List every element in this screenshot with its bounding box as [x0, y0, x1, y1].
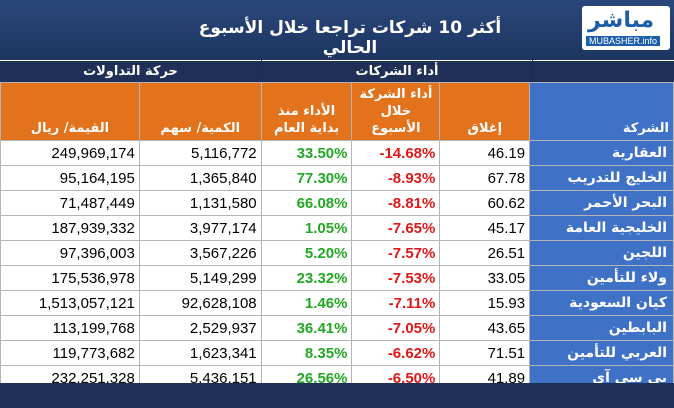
logo-english-text: MUBASHER.info [586, 36, 661, 46]
close-cell: 46.19 [439, 140, 531, 166]
value-cell: 175,536,978 [0, 265, 140, 291]
company-name-cell: اللجين [529, 240, 674, 266]
table-row: 71,487,449 1,131,580 66.08% -8.81% 60.62 البح… [0, 190, 674, 216]
week-change-cell: -7.11% [351, 290, 441, 316]
table-row: 249,969,174 5,116,772 33.50% -14.68% 46.19 ال… [0, 140, 674, 166]
quantity-cell: 5,116,772 [138, 140, 262, 166]
close-cell: 60.62 [439, 190, 531, 216]
ytd-cell: 1.46% [260, 290, 353, 316]
quantity-cell: 5,149,299 [138, 265, 262, 291]
table-row: 97,396,003 3,567,226 5.20% -7.57% 26.51 اللجي… [0, 240, 674, 266]
ytd-cell: 5.20% [260, 240, 353, 266]
group-header-blank [533, 60, 674, 83]
company-name-cell: العقارية [529, 140, 674, 166]
col-header-value: القيمة/ ريال [0, 82, 140, 141]
col-header-company: الشركة [529, 82, 674, 141]
company-name-cell: الخليجية العامة [529, 215, 674, 241]
value-cell: 95,164,195 [0, 165, 140, 191]
close-cell: 26.51 [439, 240, 531, 266]
table-row: 175,536,978 5,149,299 23.32% -7.53% 33.05 ولا… [0, 265, 674, 291]
logo-arabic-text: مباشر [588, 8, 655, 33]
company-name-cell: كيان السعودية [529, 290, 674, 316]
close-cell: 45.17 [439, 215, 531, 241]
mubasher-logo: مباشر MUBASHER.info [582, 6, 670, 50]
value-cell: 187,939,332 [0, 215, 140, 241]
table-row: 119,773,682 1,623,341 8.35% -6.62% 71.51 العر… [0, 340, 674, 366]
close-cell: 33.05 [439, 265, 531, 291]
company-name-cell: البحر الأحمر [529, 190, 674, 216]
col-header-quantity: الكمية/ سهم [138, 82, 262, 141]
col-header-close: إغلاق [439, 82, 531, 141]
week-change-cell: -8.81% [351, 190, 441, 216]
ytd-cell: 66.08% [260, 190, 353, 216]
col-header-ytd: الأداء منذ بداية العام [260, 82, 353, 141]
quantity-cell: 3,567,226 [138, 240, 262, 266]
company-name-cell: البابطين [529, 315, 674, 341]
company-name-cell: الخليج للتدريب [529, 165, 674, 191]
group-header-trading: حركة التداولات [0, 60, 261, 83]
ytd-cell: 1.05% [260, 215, 353, 241]
value-cell: 119,773,682 [0, 340, 140, 366]
table-row: 95,164,195 1,365,840 77.30% -8.93% 67.78 الخل… [0, 165, 674, 191]
quantity-cell: 2,529,937 [138, 315, 262, 341]
quantity-cell: 92,628,108 [138, 290, 262, 316]
companies-table: القيمة/ ريال الكمية/ سهم الأداء منذ بداي… [0, 82, 674, 391]
ytd-cell: 8.35% [260, 340, 353, 366]
value-cell: 249,969,174 [0, 140, 140, 166]
value-cell: 71,487,449 [0, 190, 140, 216]
ytd-cell: 33.50% [260, 140, 353, 166]
ytd-cell: 23.32% [260, 265, 353, 291]
quantity-cell: 1,365,840 [138, 165, 262, 191]
group-header-performance: أداء الشركات [262, 60, 532, 83]
column-header-row: القيمة/ ريال الكمية/ سهم الأداء منذ بداي… [0, 82, 674, 141]
quantity-cell: 1,623,341 [138, 340, 262, 366]
value-cell: 1,513,057,121 [0, 290, 140, 316]
ytd-cell: 36.41% [260, 315, 353, 341]
week-change-cell: -7.57% [351, 240, 441, 266]
week-change-cell: -7.53% [351, 265, 441, 291]
page-title: أكثر 10 شركات تراجعا خلال الأسبوع الحالي [198, 18, 502, 58]
close-cell: 67.78 [439, 165, 531, 191]
title-bar: أكثر 10 شركات تراجعا خلال الأسبوع الحالي… [0, 0, 674, 60]
footer-bar [0, 383, 674, 408]
week-change-cell: -7.05% [351, 315, 441, 341]
ytd-cell: 77.30% [260, 165, 353, 191]
table-row: 187,939,332 3,977,174 1.05% -7.65% 45.17 الخل… [0, 215, 674, 241]
value-cell: 97,396,003 [0, 240, 140, 266]
close-cell: 15.93 [439, 290, 531, 316]
week-change-cell: -7.65% [351, 215, 441, 241]
table-row: 1,513,057,121 92,628,108 1.46% -7.11% 15.93 ك… [0, 290, 674, 316]
close-cell: 71.51 [439, 340, 531, 366]
quantity-cell: 1,131,580 [138, 190, 262, 216]
week-change-cell: -14.68% [351, 140, 441, 166]
table-row: 113,199,768 2,529,937 36.41% -7.05% 43.65 الب… [0, 315, 674, 341]
quantity-cell: 3,977,174 [138, 215, 262, 241]
company-name-cell: العربي للتأمين [529, 340, 674, 366]
value-cell: 113,199,768 [0, 315, 140, 341]
col-header-week: أداء الشركة خلال الأسبوع [351, 82, 441, 141]
company-name-cell: ولاء للتأمين [529, 265, 674, 291]
week-change-cell: -6.62% [351, 340, 441, 366]
close-cell: 43.65 [439, 315, 531, 341]
week-change-cell: -8.93% [351, 165, 441, 191]
